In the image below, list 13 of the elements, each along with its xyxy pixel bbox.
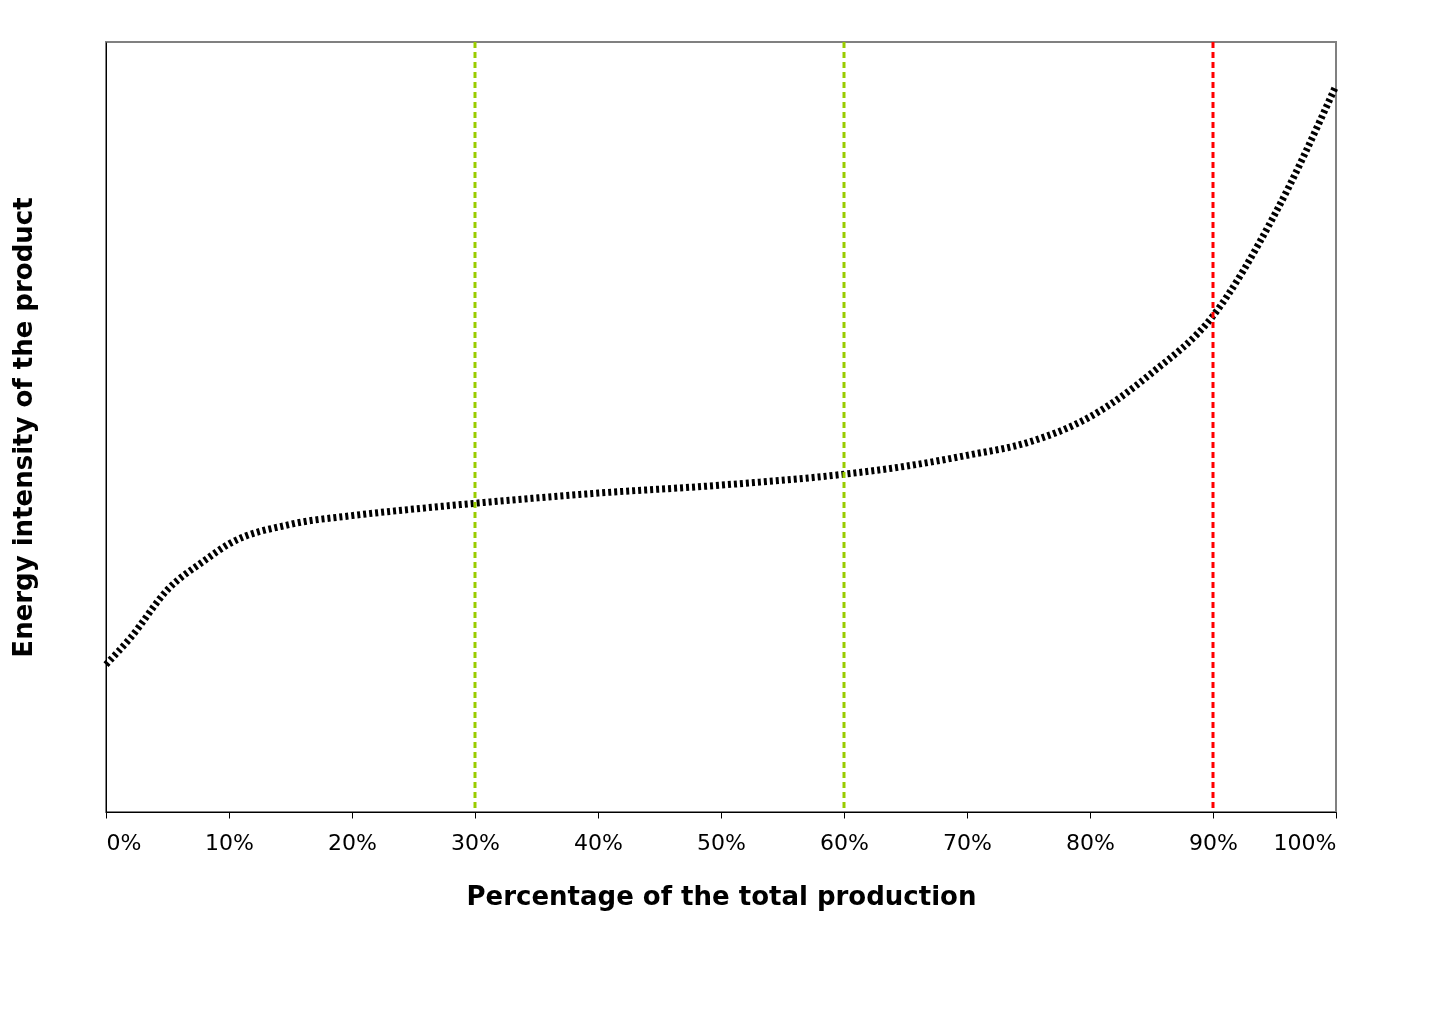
x-tick-label: 50% bbox=[697, 829, 746, 855]
x-tick-label: 60% bbox=[820, 829, 869, 855]
x-tick-label: 0% bbox=[106, 829, 142, 855]
x-tick-label: 70% bbox=[943, 829, 992, 855]
x-tick-label: 100% bbox=[1273, 829, 1337, 855]
x-tick-label: 30% bbox=[451, 829, 500, 855]
x-tick-label: 10% bbox=[205, 829, 254, 855]
y-axis-title: Energy intensity of the product bbox=[7, 197, 38, 658]
x-tick-label: 90% bbox=[1189, 829, 1238, 855]
x-tick-label: 20% bbox=[328, 829, 377, 855]
x-tick-label: 80% bbox=[1066, 829, 1115, 855]
x-tick-label: 40% bbox=[574, 829, 623, 855]
x-axis-title: Percentage of the total production bbox=[466, 880, 977, 911]
